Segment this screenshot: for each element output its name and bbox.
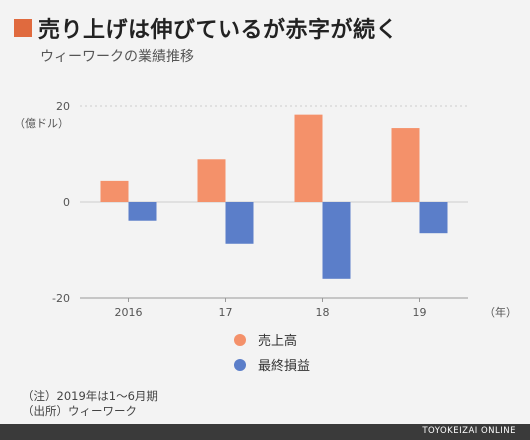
chart-title: 売り上げは伸びているが赤字が続く — [38, 18, 399, 43]
legend-item-revenue: 売上高 — [234, 330, 297, 349]
bar-net-income-19 — [419, 202, 448, 234]
bar-net-income-2016 — [128, 202, 157, 221]
footer-bar: TOYOKEIZAI ONLINE — [0, 424, 530, 440]
x-tick-label: 18 — [316, 306, 330, 319]
legend-label-net-income: 最終損益 — [258, 359, 311, 374]
y-axis-unit-label: （億ドル） — [14, 117, 69, 130]
bar-revenue-2016 — [100, 180, 129, 202]
x-tick-label: 17 — [219, 306, 233, 319]
y-tick-label: 20 — [56, 100, 70, 113]
legend-marker-net-income — [234, 358, 246, 371]
legend-label-revenue: 売上高 — [258, 334, 298, 349]
legend-item-net-income: 最終損益 — [234, 355, 310, 374]
bar-revenue-19 — [391, 128, 420, 202]
footer-brand: TOYOKEIZAI ONLINE — [422, 426, 516, 436]
legend-marker-revenue — [234, 333, 246, 346]
title-marker-square — [14, 19, 32, 37]
bar-chart: 20 0 -20 （億ドル） 2016 17 18 19 （年） — [14, 100, 517, 319]
title-row: 売り上げは伸びているが赤字が続く — [14, 12, 398, 44]
footnote-period: （注）2019年は1〜6月期 — [22, 389, 158, 403]
bar-revenue-17 — [197, 159, 226, 202]
bar-revenue-18 — [294, 114, 323, 202]
x-tick-label: 19 — [413, 306, 427, 319]
x-axis-unit-label: （年） — [484, 305, 517, 319]
bar-net-income-17 — [225, 202, 254, 244]
footnote-source: （出所）ウィーワーク — [22, 404, 137, 418]
chart-subtitle: ウィーワークの業績推移 — [40, 49, 194, 65]
bar-net-income-18 — [322, 202, 351, 279]
y-tick-label: 0 — [63, 196, 70, 209]
y-tick-label: -20 — [52, 292, 70, 305]
x-tick-label: 2016 — [115, 306, 143, 319]
